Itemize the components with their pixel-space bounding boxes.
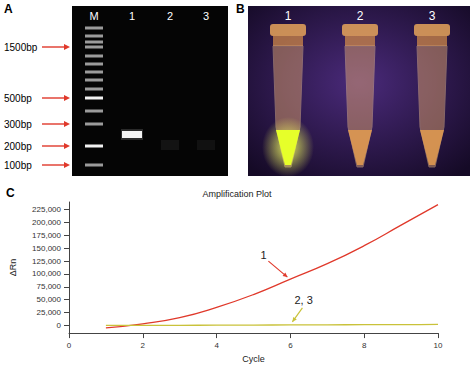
svg-text:1: 1 xyxy=(260,249,266,261)
svg-text:1: 1 xyxy=(285,9,292,23)
svg-text:2: 2 xyxy=(357,9,364,23)
svg-text:ΔRn: ΔRn xyxy=(8,259,18,277)
svg-text:3: 3 xyxy=(429,9,436,23)
svg-text:150,000: 150,000 xyxy=(32,244,61,253)
html-text:A: A xyxy=(4,2,13,16)
svg-text:175,000: 175,000 xyxy=(32,231,61,240)
svg-text:200bp: 200bp xyxy=(4,141,32,152)
html-text:C: C xyxy=(6,186,15,200)
svg-text:Amplification Plot: Amplification Plot xyxy=(202,189,272,199)
svg-text:100,000: 100,000 xyxy=(32,269,61,278)
svg-text:100bp: 100bp xyxy=(4,160,32,171)
svg-text:10: 10 xyxy=(434,341,443,350)
svg-text:1500bp: 1500bp xyxy=(4,42,38,53)
svg-text:2: 2 xyxy=(167,10,173,22)
svg-text:225,000: 225,000 xyxy=(32,205,61,214)
svg-text:1: 1 xyxy=(129,10,135,22)
svg-text:500bp: 500bp xyxy=(4,93,32,104)
svg-text:200,000: 200,000 xyxy=(32,218,61,227)
svg-text:Cycle: Cycle xyxy=(242,354,265,364)
svg-text:6: 6 xyxy=(288,341,293,350)
svg-text:4: 4 xyxy=(214,341,219,350)
svg-text:M: M xyxy=(89,10,98,22)
svg-text:75,000: 75,000 xyxy=(37,282,62,291)
svg-text:2: 2 xyxy=(141,341,146,350)
svg-text:25,000: 25,000 xyxy=(37,308,62,317)
svg-text:300bp: 300bp xyxy=(4,119,32,130)
svg-text:2, 3: 2, 3 xyxy=(294,294,312,306)
svg-text:3: 3 xyxy=(203,10,209,22)
html-text:B: B xyxy=(236,2,245,16)
svg-text:8: 8 xyxy=(362,341,367,350)
svg-text:0: 0 xyxy=(67,341,72,350)
svg-text:0: 0 xyxy=(57,321,62,330)
svg-text:125,000: 125,000 xyxy=(32,257,61,266)
svg-text:50,000: 50,000 xyxy=(37,295,62,304)
